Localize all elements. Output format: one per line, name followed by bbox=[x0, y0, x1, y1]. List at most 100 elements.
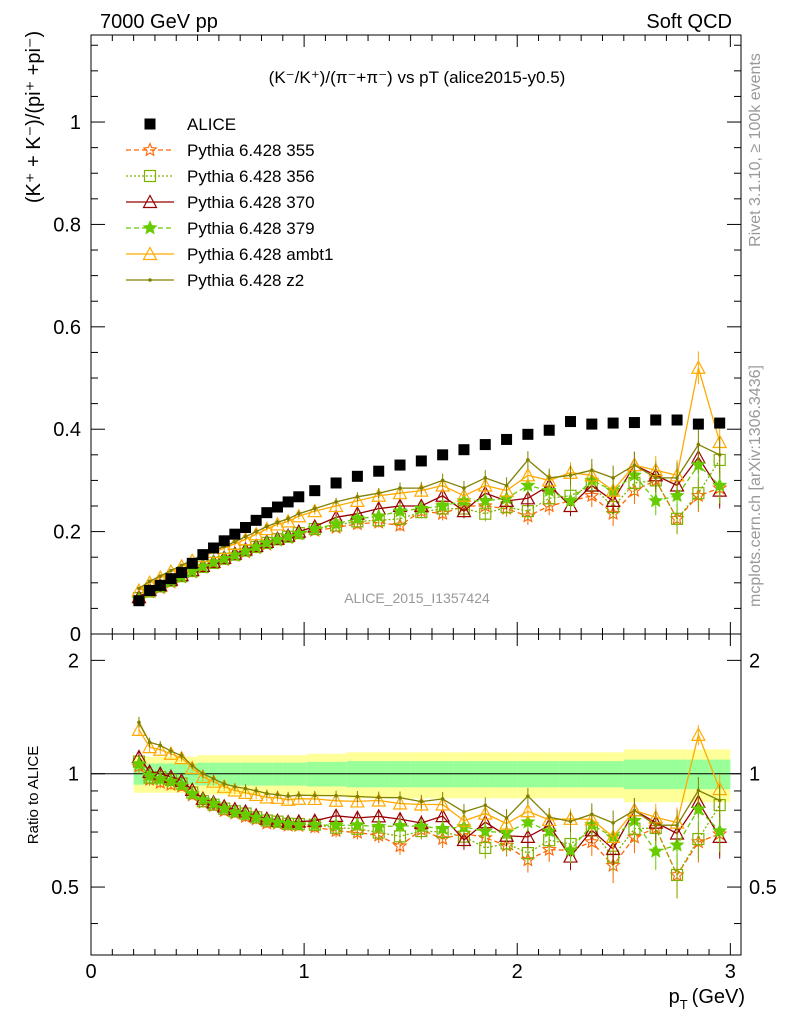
data-point bbox=[137, 586, 141, 591]
data-point bbox=[717, 453, 722, 457]
data-point-alice bbox=[458, 444, 470, 456]
data-point bbox=[541, 482, 557, 498]
ratio-point bbox=[653, 823, 658, 828]
ratio-band-stat bbox=[687, 759, 710, 790]
ratio-band-stat bbox=[645, 759, 667, 790]
ratio-band-stat bbox=[389, 761, 411, 788]
mcplots-reference-label: mcplots.cern.ch [arXiv:1306.3436] bbox=[747, 365, 764, 607]
data-point bbox=[371, 508, 387, 523]
ratio-point bbox=[195, 769, 211, 784]
x-tick-label: 2 bbox=[512, 961, 523, 983]
data-point-alice bbox=[565, 416, 577, 428]
ratio-y-tick-label-left: 1 bbox=[68, 764, 79, 786]
data-point bbox=[696, 442, 701, 447]
data-point-alice bbox=[165, 573, 177, 585]
ratio-point bbox=[376, 795, 381, 800]
data-point bbox=[456, 503, 472, 518]
data-point bbox=[280, 513, 296, 528]
ratio-point bbox=[717, 798, 722, 803]
ratio-point bbox=[280, 792, 296, 806]
ratio-y-tick-label-left: 2 bbox=[68, 650, 79, 672]
data-point bbox=[499, 482, 515, 497]
legend-label: Pythia 6.428 355 bbox=[187, 141, 315, 160]
ratio-y-tick-label-right: 0.5 bbox=[749, 877, 777, 899]
ratio-point bbox=[237, 806, 254, 821]
data-point bbox=[605, 493, 621, 507]
ratio-point bbox=[248, 809, 264, 824]
ratio-point bbox=[184, 785, 200, 801]
data-point bbox=[483, 476, 488, 480]
ratio-point bbox=[312, 793, 317, 798]
ratio-point bbox=[174, 750, 190, 765]
ratio-point bbox=[648, 843, 664, 858]
data-point bbox=[243, 534, 248, 539]
data-point bbox=[280, 528, 296, 544]
data-point bbox=[520, 490, 536, 505]
ratio-point bbox=[477, 823, 493, 838]
ratio-point bbox=[392, 795, 408, 810]
data-point bbox=[584, 487, 600, 503]
data-point bbox=[269, 531, 286, 547]
data-point bbox=[392, 517, 408, 532]
data-point bbox=[376, 491, 381, 496]
ratio-band-stat bbox=[538, 761, 560, 788]
ratio-band-stat bbox=[368, 761, 390, 788]
data-point bbox=[653, 476, 658, 480]
ratio-point bbox=[605, 829, 621, 843]
ratio-band-stat bbox=[431, 761, 454, 788]
ratio-point bbox=[248, 787, 264, 802]
data-point-alice bbox=[714, 417, 726, 429]
data-point bbox=[520, 467, 536, 482]
ratio-point bbox=[462, 810, 466, 814]
data-point-alice bbox=[628, 417, 640, 429]
ratio-point bbox=[590, 812, 594, 817]
ratio-point bbox=[137, 720, 141, 725]
ratio-y-tick-label-right: 1 bbox=[749, 764, 760, 786]
ratio-point bbox=[456, 812, 472, 827]
data-point bbox=[690, 360, 706, 374]
data-point-alice bbox=[351, 470, 363, 482]
ratio-point bbox=[195, 792, 211, 807]
data-point-alice bbox=[479, 439, 491, 451]
legend-label: Pythia 6.428 379 bbox=[187, 219, 315, 238]
data-point-alice bbox=[293, 491, 305, 503]
data-point bbox=[296, 511, 301, 516]
ratio-y-tick-label-left: 0.5 bbox=[51, 877, 79, 899]
ratio-point bbox=[562, 842, 579, 857]
rivet-version-label: Rivet 3.1.10, ≥ 100k events bbox=[747, 53, 764, 247]
legend-marker-alice bbox=[144, 118, 156, 130]
data-point-alice bbox=[261, 507, 273, 519]
ratio-point bbox=[541, 823, 557, 838]
data-point bbox=[435, 505, 451, 521]
data-point bbox=[675, 476, 679, 480]
legend-label-alice: ALICE bbox=[187, 115, 236, 134]
ratio-band-stat bbox=[602, 761, 624, 788]
ratio-band-stat bbox=[709, 759, 731, 790]
ratio-point bbox=[392, 838, 408, 853]
y-tick-label: 0.6 bbox=[53, 317, 81, 339]
data-point bbox=[440, 478, 445, 483]
data-point bbox=[147, 579, 152, 584]
data-point bbox=[547, 476, 551, 480]
data-point-alice bbox=[437, 449, 449, 461]
ratio-point bbox=[147, 740, 152, 745]
ratio-point bbox=[413, 796, 429, 811]
ratio-y-tick-label-right: 2 bbox=[749, 650, 760, 672]
data-point-alice bbox=[692, 418, 704, 430]
ratio-point bbox=[291, 816, 307, 832]
ratio-frame bbox=[90, 633, 742, 956]
y-tick-label: 0.8 bbox=[53, 214, 81, 236]
legend-label: Pythia 6.428 z2 bbox=[187, 271, 304, 290]
ratio-point bbox=[670, 868, 684, 882]
data-point bbox=[334, 500, 338, 504]
ratio-y-axis-label: Ratio to ALICE bbox=[25, 746, 42, 844]
ratio-point bbox=[419, 799, 424, 804]
data-point bbox=[526, 458, 530, 462]
ratio-point bbox=[690, 801, 706, 816]
ratio-point bbox=[307, 816, 323, 832]
ratio-point bbox=[349, 817, 365, 832]
ratio-point bbox=[142, 739, 158, 754]
data-point bbox=[254, 529, 258, 534]
ratio-point bbox=[222, 782, 226, 786]
ratio-point bbox=[690, 727, 706, 741]
